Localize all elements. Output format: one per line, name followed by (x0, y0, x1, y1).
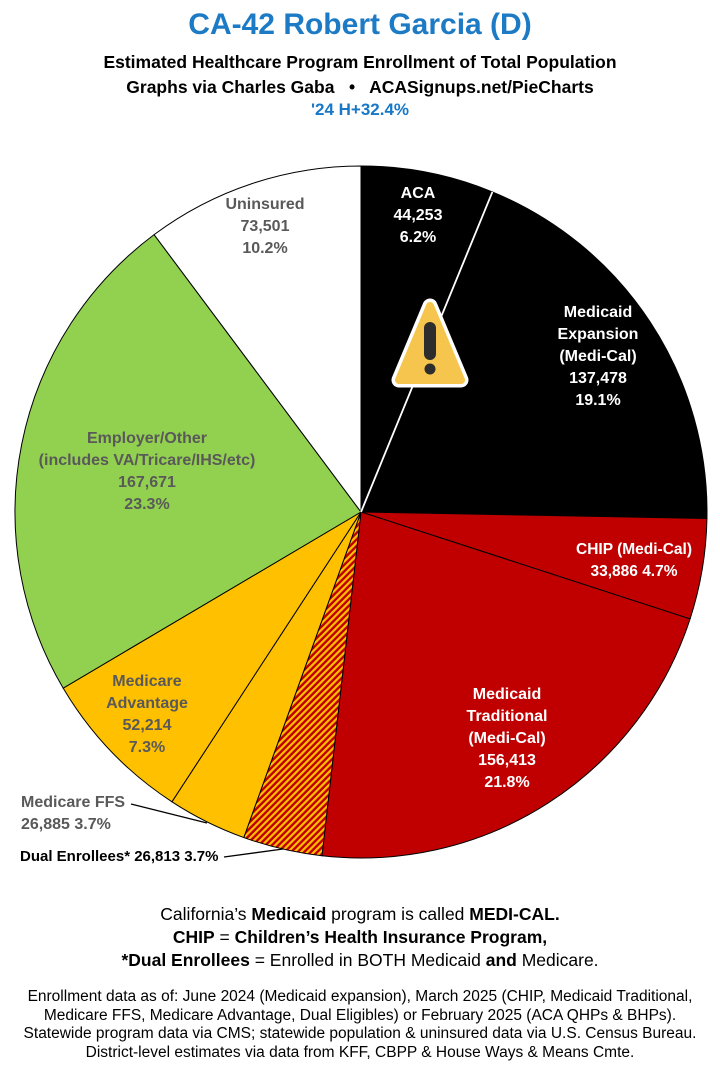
credit-line: Graphs via Charles Gaba • ACASignups.net… (126, 77, 594, 97)
source-line: Statewide program data via CMS; statewid… (23, 1025, 697, 1042)
label-line: (Medi-Cal) (468, 730, 546, 747)
label-line: 26,885 3.7% (21, 816, 111, 833)
label-line: (includes VA/Tricare/IHS/etc) (38, 452, 256, 469)
pie-slice-medicaid-traditional (321, 511, 691, 859)
leader-line-dual-enrollees (223, 848, 284, 858)
subtitle: Estimated Healthcare Program Enrollment … (103, 52, 617, 72)
source-line: Medicare FFS, Medicare Advantage, Dual E… (43, 1006, 677, 1024)
label-line: 10.2% (242, 240, 288, 257)
footnote-line: CHIP = Children’s Health Insurance Progr… (172, 927, 548, 947)
growth-stat: '24 H+32.4% (310, 100, 410, 119)
label-line: (Medi-Cal) (559, 348, 637, 365)
label-line: Expansion (557, 326, 639, 343)
pie-slice-uninsured (153, 165, 362, 514)
label-line: 19.1% (575, 392, 621, 409)
pie-slice-employer-other (14, 233, 362, 689)
page-title: CA-42 Robert Garcia (D) (188, 8, 532, 41)
label-line: Traditional (466, 708, 548, 725)
slice-label-dual-enrollees: Dual Enrollees* 26,813 3.7% (20, 846, 218, 868)
label-line: 156,413 (478, 752, 536, 769)
label-line: Dual Enrollees* 26,813 3.7% (20, 848, 219, 865)
warning-icon (391, 298, 469, 388)
label-line: CHIP (Medi-Cal) (576, 541, 692, 558)
label-line: Medicaid (472, 686, 542, 703)
label-line: 44,253 (393, 207, 443, 224)
label-line: 23.3% (124, 496, 170, 513)
label-line: Uninsured (225, 196, 305, 213)
source-line: District-level estimates via data from K… (85, 1043, 635, 1061)
slice-label-employer-other: Employer/Other (includes VA/Tricare/IHS/… (39, 428, 256, 516)
label-line: Employer/Other (86, 430, 208, 447)
slice-label-medicare-ffs: Medicare FFS 26,885 3.7% (21, 792, 125, 836)
source-line: Enrollment data as of: June 2024 (Medica… (27, 988, 693, 1005)
label-line: Medicare (112, 673, 182, 690)
slice-label-aca: ACA 44,253 6.2% (394, 183, 443, 249)
label-line: 21.8% (484, 774, 530, 791)
label-line: 167,671 (118, 474, 176, 491)
label-line: Medicare FFS (21, 794, 126, 811)
pie-slice-medicare-advantage (62, 511, 362, 803)
label-line: 52,214 (122, 717, 172, 734)
label-line: Medicaid (563, 304, 633, 321)
pie-slice-medicaid-expansion (360, 191, 708, 520)
label-line: 6.2% (399, 229, 437, 246)
source-notes: Enrollment data as of: June 2024 (Medica… (0, 988, 720, 1062)
label-line: 7.3% (128, 739, 166, 756)
label-line: ACA (400, 185, 436, 202)
slice-label-uninsured: Uninsured 73,501 10.2% (225, 194, 304, 260)
leader-line-medicare-ffs (130, 803, 208, 824)
footnotes: California’s Medicaid program is called … (0, 903, 720, 972)
footnote-line: California’s Medicaid program is called … (160, 904, 560, 924)
label-line: 73,501 (240, 218, 290, 235)
slice-label-medicaid-expansion: Medicaid Expansion (Medi-Cal) 137,478 19… (558, 302, 639, 412)
slice-label-chip: CHIP (Medi-Cal) 33,886 4.7% (576, 539, 692, 583)
slice-label-medicare-advantage: Medicare Advantage 52,214 7.3% (106, 671, 188, 759)
label-line: 137,478 (569, 370, 627, 387)
label-line: 33,886 4.7% (590, 563, 678, 580)
label-line: Advantage (106, 695, 188, 712)
slice-label-medicaid-traditional: Medicaid Traditional (Medi-Cal) 156,413 … (467, 684, 548, 794)
footnote-line: *Dual Enrollees = Enrolled in BOTH Medic… (121, 950, 599, 970)
